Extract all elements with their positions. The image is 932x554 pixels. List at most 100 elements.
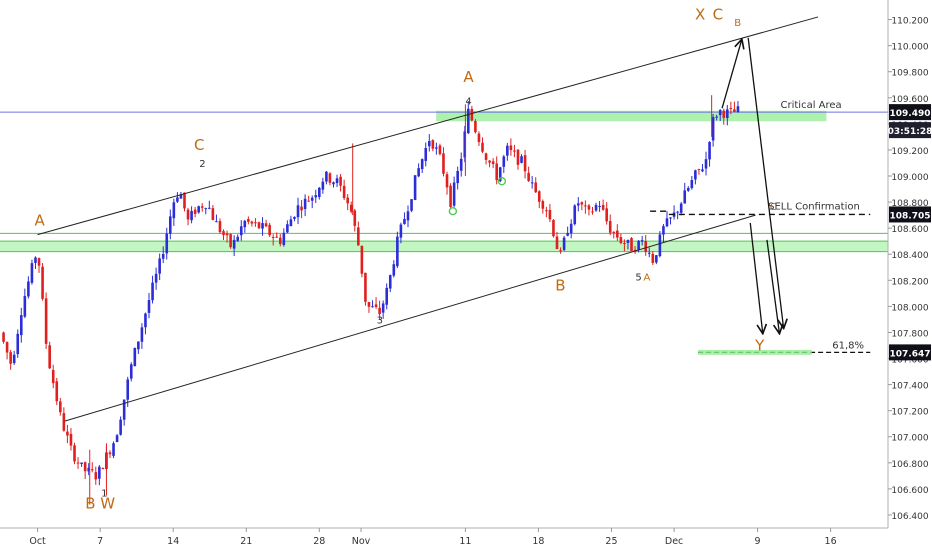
candle-body	[80, 462, 83, 465]
candle-body	[438, 145, 442, 155]
candle-body	[470, 108, 474, 121]
candle-body	[197, 206, 200, 213]
candle-body	[321, 181, 325, 190]
candle-body	[168, 216, 172, 234]
candle-body	[729, 108, 733, 110]
candle-body	[59, 401, 62, 413]
candle-body	[527, 172, 530, 181]
candle-body	[406, 211, 410, 221]
candle-body	[424, 147, 428, 161]
wave-label: 5	[635, 272, 641, 283]
candle-body	[200, 206, 204, 208]
candle-body	[55, 381, 59, 402]
candle-body	[69, 433, 73, 446]
wave-label: C	[770, 202, 777, 213]
candle-body	[381, 303, 385, 313]
candle-body	[76, 462, 80, 464]
candle-body	[733, 109, 736, 112]
price-tick-label: 109.200	[891, 147, 928, 157]
candle-body	[112, 443, 115, 456]
sell-level-tag-bg	[889, 206, 931, 223]
price-tick-label: 106.600	[891, 486, 928, 496]
critical-area-label: Critical Area	[781, 100, 842, 111]
candle-body	[90, 469, 94, 471]
candle-body	[282, 232, 286, 245]
countdown-tag: 03:51:28	[888, 127, 932, 137]
candle-body	[647, 252, 651, 254]
candle-body	[686, 188, 690, 191]
candle-body	[427, 140, 431, 147]
candle-body	[239, 226, 243, 236]
candle-body	[488, 160, 491, 163]
sell-level-tag: 108.705	[890, 211, 931, 221]
candle-body	[584, 205, 587, 207]
wave-label: B W	[85, 494, 115, 512]
candle-body	[566, 233, 569, 236]
time-tick-label: 9	[755, 536, 761, 547]
candle-body	[417, 168, 420, 177]
candle-body	[229, 234, 232, 248]
price-tick-label: 108.800	[891, 199, 928, 209]
candle-body	[410, 199, 413, 211]
wave-label: C	[713, 6, 723, 24]
wave-label: X	[695, 6, 705, 24]
candle-body	[711, 117, 715, 141]
candle-body	[268, 224, 271, 236]
candle-body	[5, 342, 9, 353]
candle-body	[736, 106, 740, 113]
price-tick-label: 110.200	[891, 17, 928, 27]
candle-body	[300, 206, 303, 211]
candle-body	[314, 195, 318, 198]
price-tick-label: 107.200	[891, 408, 928, 418]
candle-body	[704, 159, 708, 169]
candle-body	[452, 182, 456, 206]
candle-body	[509, 145, 513, 151]
candle-body	[559, 250, 562, 252]
candle-body	[37, 258, 41, 266]
candle-body	[318, 187, 321, 198]
candle-body	[147, 300, 151, 313]
candle-body	[459, 158, 463, 171]
candle-body	[98, 466, 101, 479]
projection-arrow	[747, 37, 783, 329]
candle-body	[303, 198, 307, 209]
candle-body	[456, 171, 459, 184]
candle-body	[619, 237, 623, 243]
projection-arrow	[749, 222, 763, 334]
candle-body	[278, 237, 282, 244]
price-tick-label: 106.400	[891, 512, 928, 522]
candle-body	[516, 149, 520, 165]
candle-body	[144, 313, 147, 328]
candle-body	[605, 208, 608, 222]
candle-body	[108, 452, 112, 455]
time-tick-label: Oct	[29, 536, 46, 547]
channel-lower-line	[64, 214, 756, 422]
candle-body	[683, 190, 687, 204]
candle-body	[726, 109, 729, 119]
candle-body	[435, 147, 438, 149]
time-tick-label: 28	[313, 536, 325, 547]
fib-level-label: 61,8%	[832, 340, 864, 351]
candle-body	[154, 273, 158, 283]
candle-body	[44, 298, 48, 344]
projection-arrow	[766, 239, 780, 334]
candle-body	[545, 210, 548, 212]
price-tick-label: 109.800	[891, 69, 928, 79]
candle-body	[346, 197, 349, 204]
candle-body	[378, 307, 381, 315]
circle-marker	[497, 177, 507, 186]
wave-label: 3	[377, 315, 383, 326]
candle-body	[186, 209, 190, 220]
candle-body	[342, 185, 346, 199]
candle-body	[349, 204, 353, 212]
wave-label: 4	[465, 96, 471, 107]
candle-body	[474, 120, 477, 133]
candle-body	[467, 108, 470, 134]
candle-body	[250, 221, 254, 224]
candle-body	[83, 462, 87, 472]
candle-body	[176, 197, 179, 202]
candle-body	[286, 224, 289, 233]
candle-body	[236, 236, 240, 241]
